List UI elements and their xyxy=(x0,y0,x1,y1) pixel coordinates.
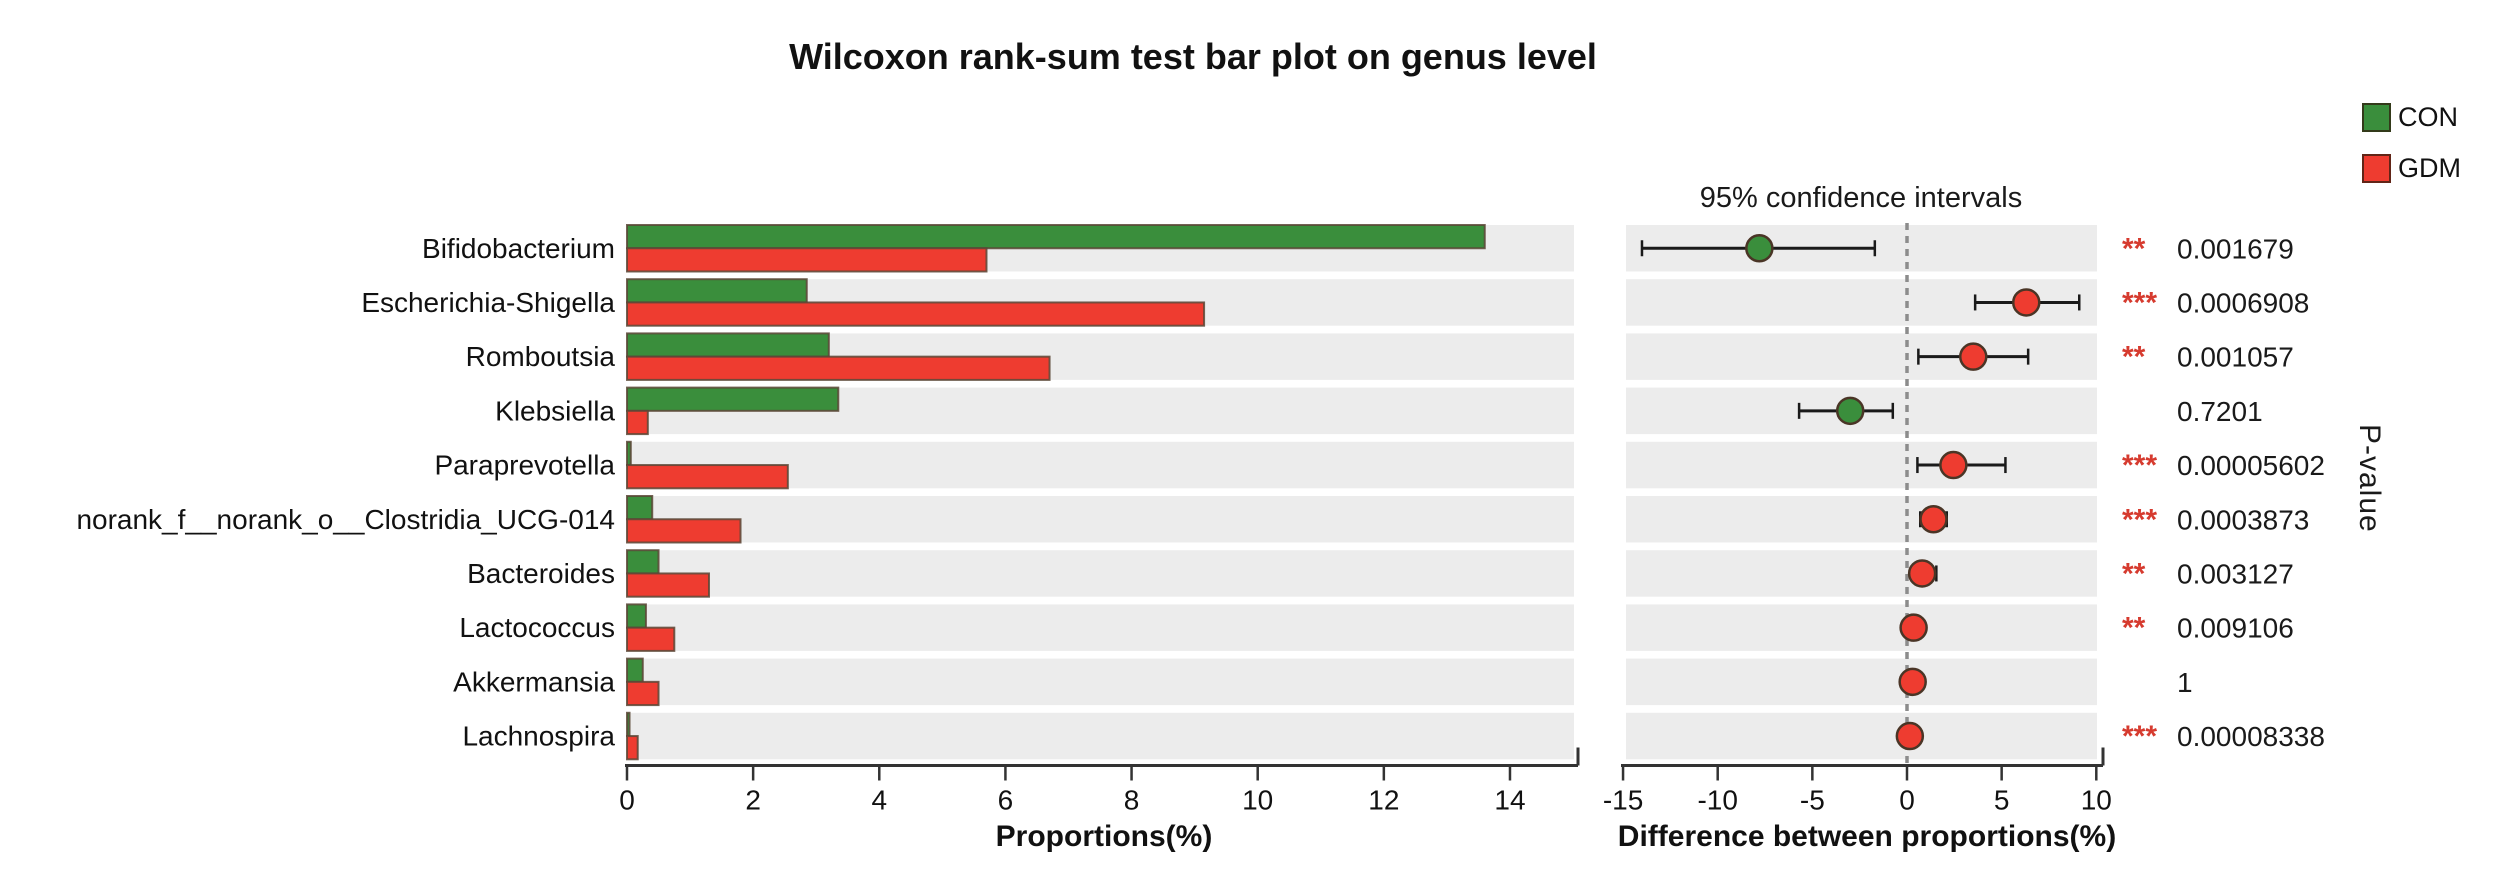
tick-label: 2 xyxy=(745,785,761,816)
significance-stars: ** xyxy=(2122,612,2146,645)
tick-label: 6 xyxy=(998,785,1014,816)
bar-con-Lactococcus xyxy=(626,603,647,629)
bar-gdm-norank_f__norank_o__Clostridia_UCG-014 xyxy=(626,518,742,544)
significance-stars: *** xyxy=(2122,449,2157,482)
ci-marker xyxy=(1939,450,1968,480)
row-band-left xyxy=(627,604,1574,651)
ci-marker xyxy=(1919,505,1948,534)
genus-label: norank_f__norank_o__Clostridia_UCG-014 xyxy=(76,504,615,535)
legend-label-con: CON xyxy=(2398,102,2458,132)
bar-con-Klebsiella xyxy=(626,386,840,412)
p-value: 0.0003873 xyxy=(2177,504,2309,535)
p-value: 0.009106 xyxy=(2177,613,2294,644)
legend-item-gdm: GDM xyxy=(2362,153,2461,184)
tick-label: -10 xyxy=(1697,785,1737,816)
bar-gdm-Bifidobacterium xyxy=(626,247,988,273)
left-axis-title: Proportions(%) xyxy=(995,820,1213,853)
genus-label: Romboutsia xyxy=(466,341,616,372)
con-color-swatch xyxy=(2362,103,2391,132)
ci-panel-title: 95% confidence intervals xyxy=(1699,182,2023,214)
bar-gdm-Romboutsia xyxy=(626,355,1051,381)
bar-con-Akkermansia xyxy=(626,657,644,683)
right-axis-title: Difference between proportions(%) xyxy=(1617,820,2117,853)
row-band-right xyxy=(1626,658,2097,706)
bar-gdm-Paraprevotella xyxy=(626,464,789,490)
p-value: 0.00005602 xyxy=(2177,450,2325,481)
bar-gdm-Lachnospira xyxy=(626,735,639,761)
bar-con-Paraprevotella xyxy=(626,440,632,467)
tick-label: 5 xyxy=(1994,785,2010,816)
gdm-color-swatch xyxy=(2362,154,2391,183)
tick-label: 10 xyxy=(2081,785,2112,816)
ci-marker xyxy=(2012,288,2041,317)
ci-marker xyxy=(1959,342,1988,371)
p-value: 0.001679 xyxy=(2177,233,2294,264)
bar-con-norank_f__norank_o__Clostridia_UCG-014 xyxy=(626,495,654,521)
bar-gdm-Lactococcus xyxy=(626,626,676,652)
bar-gdm-Bacteroides xyxy=(626,572,710,598)
row-band-left xyxy=(627,550,1574,597)
tick-label: 4 xyxy=(871,785,887,816)
genus-label: Lactococcus xyxy=(459,612,615,643)
row-band-right xyxy=(1626,604,2097,651)
ci-marker xyxy=(1895,721,1925,751)
bar-con-Bacteroides xyxy=(626,549,660,575)
ci-marker xyxy=(1899,613,1928,642)
bar-con-Romboutsia xyxy=(626,332,830,358)
p-value: 0.001057 xyxy=(2177,342,2294,373)
tick-label: 0 xyxy=(619,785,635,816)
bar-con-Escherichia-Shigella xyxy=(626,278,808,304)
p-value: 0.0006908 xyxy=(2177,287,2309,318)
genus-label: Klebsiella xyxy=(495,395,615,426)
significance-stars: *** xyxy=(2122,286,2157,319)
genus-label: Lachnospira xyxy=(462,721,615,752)
bar-gdm-Klebsiella xyxy=(626,409,649,436)
ci-marker xyxy=(1898,667,1927,697)
bar-con-Lachnospira xyxy=(626,711,631,738)
tick-label: -15 xyxy=(1603,785,1643,816)
tick-label: 8 xyxy=(1124,785,1140,816)
chart-title: Wilcoxon rank-sum test bar plot on genus… xyxy=(789,36,1597,77)
bar-gdm-Escherichia-Shigella xyxy=(626,301,1206,327)
tick-label: 0 xyxy=(1899,785,1915,816)
pvalue-axis-label: P-value xyxy=(2353,424,2386,533)
genus-label: Bacteroides xyxy=(467,558,615,589)
tick-label: 12 xyxy=(1368,785,1399,816)
significance-stars: *** xyxy=(2122,503,2157,536)
significance-stars: ** xyxy=(2122,341,2146,374)
ci-marker xyxy=(1745,234,1774,263)
significance-stars: *** xyxy=(2122,720,2157,753)
genus-label: Paraprevotella xyxy=(434,450,615,481)
bar-gdm-Akkermansia xyxy=(626,680,660,707)
row-band-left xyxy=(627,712,1574,760)
ci-marker xyxy=(1835,396,1865,426)
genus-label: Bifidobacterium xyxy=(422,233,615,264)
significance-stars: ** xyxy=(2122,557,2146,590)
row-band-left xyxy=(627,496,1574,543)
tick-label: 14 xyxy=(1494,785,1525,816)
bar-con-Bifidobacterium xyxy=(626,224,1486,250)
row-band-left xyxy=(627,658,1574,706)
ci-marker xyxy=(1907,559,1937,588)
legend-item-con: CON xyxy=(2362,102,2461,133)
p-value: 0.00008338 xyxy=(2177,721,2325,752)
p-value: 0.7201 xyxy=(2177,396,2263,427)
row-band-right xyxy=(1626,712,2097,760)
row-band-right xyxy=(1626,441,2097,489)
legend-label-gdm: GDM xyxy=(2398,153,2461,183)
significance-stars: ** xyxy=(2122,232,2146,265)
row-band-right xyxy=(1626,550,2097,597)
tick-label: 10 xyxy=(1242,785,1273,816)
genus-label: Escherichia-Shigella xyxy=(361,287,615,318)
p-value: 0.003127 xyxy=(2177,558,2294,589)
row-band-right xyxy=(1626,496,2097,543)
tick-label: -5 xyxy=(1800,785,1825,816)
genus-label: Akkermansia xyxy=(453,666,615,697)
legend: CON GDM xyxy=(2362,102,2461,204)
p-value: 1 xyxy=(2177,667,2193,698)
